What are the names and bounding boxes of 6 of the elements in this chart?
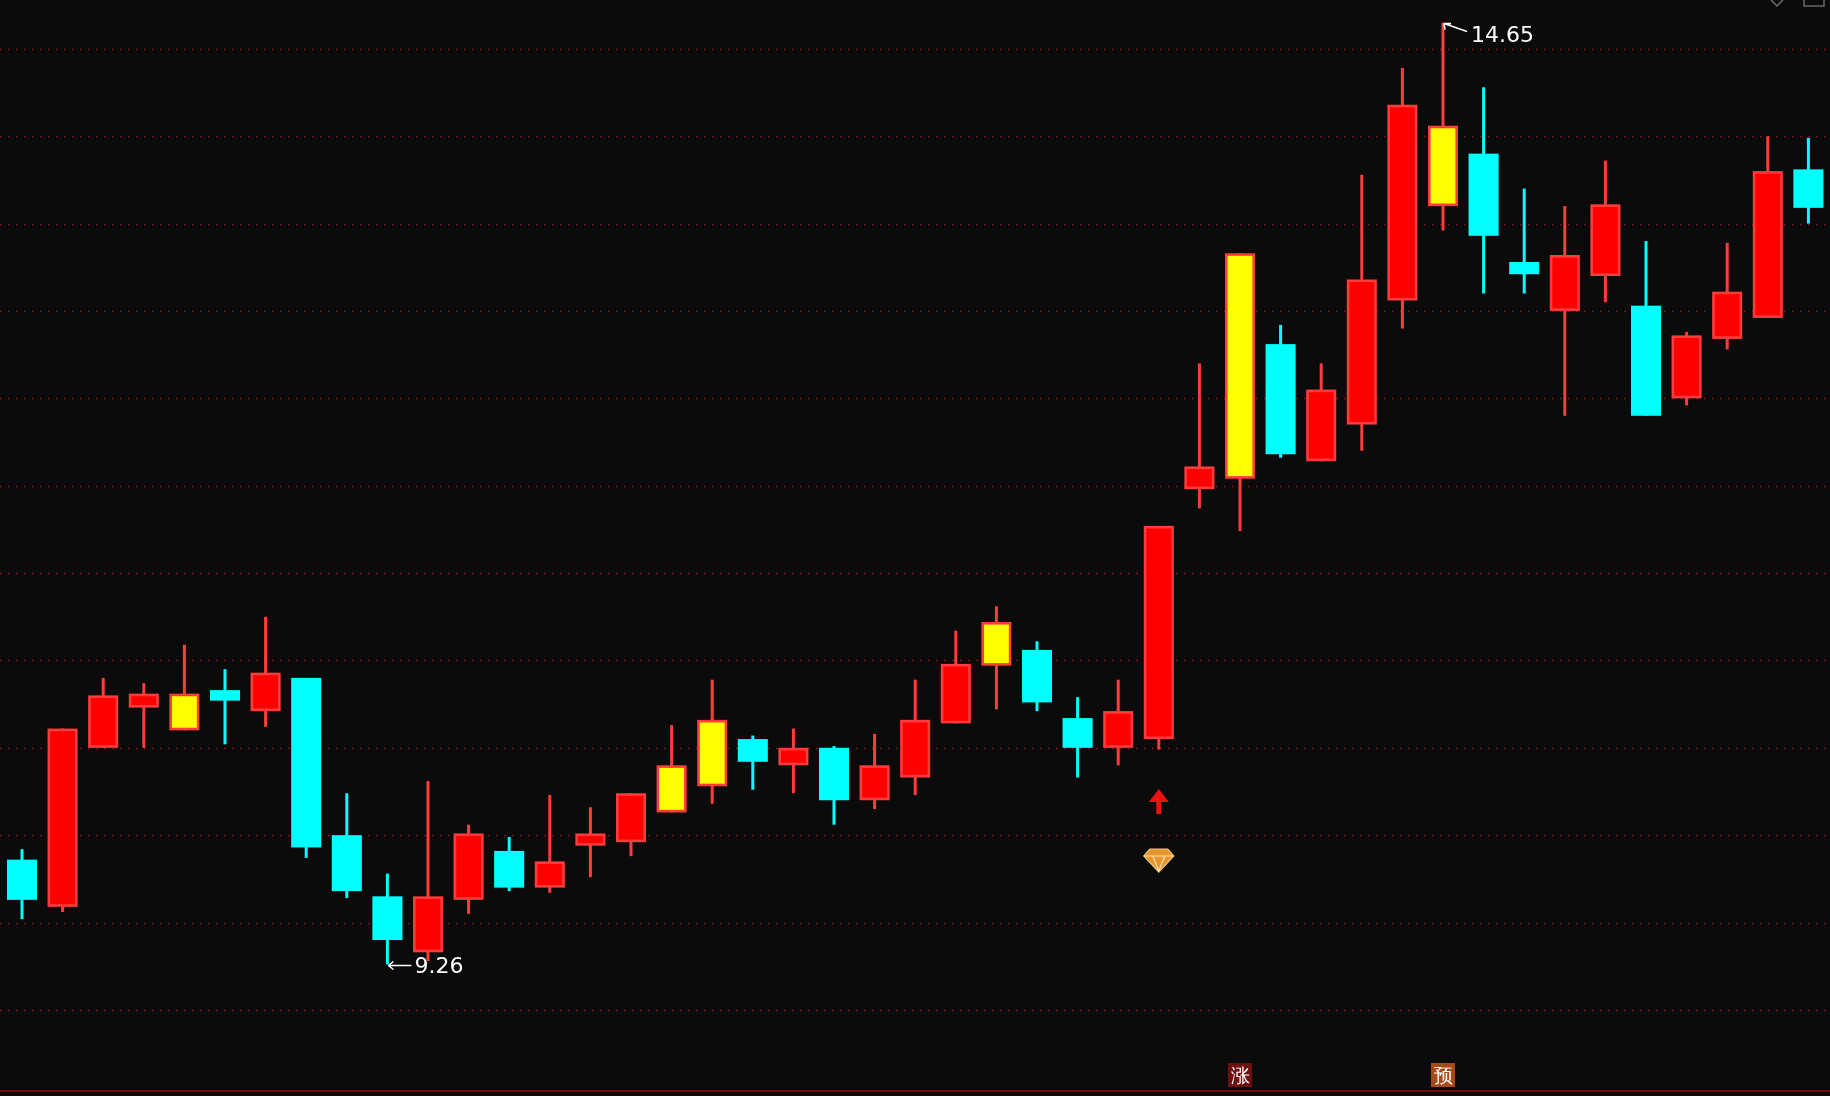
candlestick <box>1509 188 1540 294</box>
annotation: 9.26 <box>414 952 464 978</box>
annotation: 14.65 <box>1471 21 1534 47</box>
text: 预 <box>1433 1064 1453 1086</box>
candlestick <box>209 669 241 745</box>
text: 涨 <box>1230 1064 1250 1086</box>
